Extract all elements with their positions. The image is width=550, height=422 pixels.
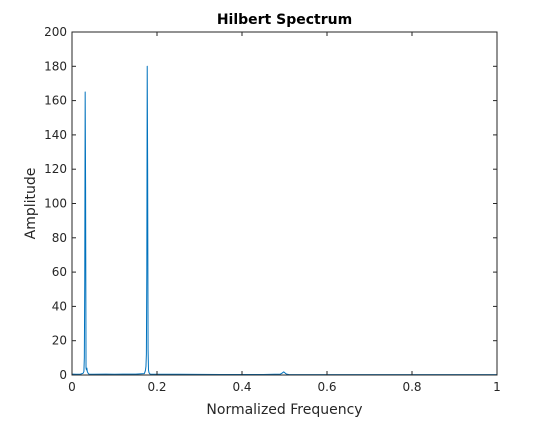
series-layer [71,65,497,376]
y-tick-label: 120 [44,162,67,176]
x-tick-label: 1 [493,380,501,394]
axes-box [71,31,498,376]
x-axis-title: Normalized Frequency [206,402,362,418]
y-tick-label: 60 [52,265,67,279]
x-tick-label: 0 [68,380,76,394]
y-tick-label: 20 [52,334,67,348]
plot-area [72,32,497,375]
chart-title: Hilbert Spectrum [217,12,352,28]
series-line [71,65,497,376]
y-tick-label: 140 [44,128,67,142]
y-tick-label: 160 [44,94,67,108]
y-tick-label: 180 [44,59,67,73]
x-tick-label: 0.2 [147,380,166,394]
y-axis-title: Amplitude [23,168,39,240]
y-tick-label: 0 [59,368,67,382]
y-tick-label: 100 [44,197,67,211]
x-tick-label: 0.6 [317,380,336,394]
x-tick-label: 0.4 [232,380,251,394]
x-tick-label: 0.8 [402,380,421,394]
y-tick-label: 40 [52,299,67,313]
y-tick-label: 200 [44,25,67,39]
y-tick-label: 80 [52,231,67,245]
